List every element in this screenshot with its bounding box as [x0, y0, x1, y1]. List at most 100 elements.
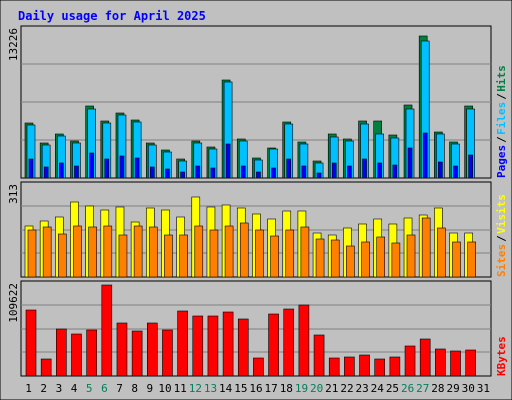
day-label-27: 27: [416, 382, 429, 395]
day-label-30: 30: [462, 382, 475, 395]
bar-sites-day-22: [346, 245, 355, 278]
day-label-12: 12: [189, 382, 202, 395]
bar-pages-day-29: [453, 165, 458, 179]
bar-kbytes-day-27: [419, 338, 431, 377]
panel-right-legend: Pages/Files/Hits: [495, 65, 508, 178]
bar-pages-day-6: [104, 158, 110, 179]
legend-label-kbytes: KBytes: [495, 336, 508, 376]
bar-sites-day-13: [209, 229, 219, 278]
bar-pages-day-14: [225, 143, 231, 179]
bar-kbytes-day-30: [465, 349, 476, 377]
day-label-20: 20: [310, 382, 323, 395]
bar-sites-day-24: [376, 236, 386, 278]
bar-sites-day-28: [437, 227, 446, 278]
bar-kbytes-day-11: [177, 310, 188, 377]
day-label-2: 2: [40, 382, 47, 395]
day-label-18: 18: [280, 382, 293, 395]
day-label-15: 15: [234, 382, 247, 395]
legend-label-hits: Hits: [495, 65, 508, 92]
day-label-1: 1: [25, 382, 32, 395]
bar-sites-day-21: [330, 239, 340, 278]
bar-sites-day-1: [27, 229, 37, 278]
bar-pages-day-15: [240, 165, 246, 179]
bar-sites-day-16: [255, 229, 264, 278]
bar-sites-day-3: [58, 233, 67, 278]
bar-kbytes-day-9: [146, 322, 158, 377]
series-pages: [28, 132, 473, 179]
bar-pages-day-3: [59, 162, 64, 179]
bar-sites-day-6: [103, 225, 113, 278]
day-label-6: 6: [101, 382, 108, 395]
series-kbytes: [25, 284, 476, 377]
bar-pages-day-4: [74, 165, 79, 179]
bar-kbytes-day-24: [374, 358, 386, 377]
day-label-19: 19: [295, 382, 308, 395]
bar-kbytes-day-29: [450, 350, 461, 377]
bar-pages-day-21: [331, 162, 337, 179]
panel-max-label: 13226: [7, 28, 20, 61]
day-label-21: 21: [325, 382, 338, 395]
day-label-25: 25: [386, 382, 399, 395]
bar-sites-day-19: [300, 226, 310, 278]
bar-kbytes-day-6: [101, 284, 113, 377]
bar-pages-day-24: [377, 162, 383, 179]
day-label-28: 28: [431, 382, 444, 395]
bar-kbytes-day-3: [56, 328, 67, 377]
bar-kbytes-day-22: [344, 356, 355, 377]
bar-sites-day-18: [285, 229, 295, 278]
bar-kbytes-day-18: [283, 308, 295, 377]
bar-kbytes-day-19: [298, 304, 310, 377]
day-label-22: 22: [340, 382, 353, 395]
bar-kbytes-day-1: [25, 309, 37, 377]
bar-sites-day-11: [179, 234, 188, 278]
legend-label-pages: Pages: [495, 145, 508, 178]
chart-title: Daily usage for April 2025: [18, 9, 206, 23]
bar-pages-day-19: [301, 165, 307, 179]
day-label-31: 31: [477, 382, 490, 395]
bar-kbytes-day-13: [207, 315, 219, 377]
bar-pages-day-23: [362, 158, 367, 179]
bar-kbytes-day-16: [253, 357, 264, 377]
bar-sites-day-23: [361, 241, 370, 278]
bar-sites-day-20: [315, 238, 325, 278]
panel-right-legend: KBytes: [495, 336, 508, 376]
bar-sites-day-27: [421, 217, 431, 278]
bar-pages-day-8: [134, 157, 140, 179]
legend-label-visits: Visits: [495, 194, 508, 234]
bar-sites-day-14: [224, 225, 234, 278]
x-axis-day-labels: 1 2 3 4 5 6 7 8 9 10 11 12 13 14 15 16 17 18 19 20 21 22 23 24 2…: [25, 382, 490, 395]
bar-kbytes-day-21: [328, 357, 340, 377]
series-files: [26, 40, 475, 179]
legend-separator: /: [495, 235, 508, 242]
bar-kbytes-day-14: [222, 311, 234, 377]
bar-sites-day-2: [42, 226, 52, 278]
bar-kbytes-day-8: [131, 330, 143, 377]
day-label-23: 23: [356, 382, 369, 395]
day-label-3: 3: [56, 382, 63, 395]
bar-kbytes-day-7: [116, 322, 128, 377]
bar-pages-day-30: [468, 154, 473, 179]
bar-kbytes-day-15: [237, 318, 249, 377]
bar-kbytes-day-2: [40, 358, 52, 377]
day-label-26: 26: [401, 382, 414, 395]
series-sites: [27, 217, 476, 278]
bar-sites-day-12: [194, 225, 204, 278]
bar-pages-day-27: [422, 132, 428, 179]
bar-pages-day-12: [195, 165, 201, 179]
bar-sites-day-26: [406, 234, 416, 278]
legend-separator: /: [495, 93, 508, 100]
legend-separator: /: [495, 136, 508, 143]
bar-sites-day-9: [148, 226, 158, 278]
day-label-16: 16: [249, 382, 262, 395]
bar-kbytes-day-20: [313, 334, 325, 377]
bar-sites-day-17: [270, 235, 279, 278]
bar-sites-day-29: [452, 241, 461, 278]
day-label-5: 5: [86, 382, 93, 395]
bar-kbytes-day-25: [389, 356, 401, 377]
day-label-13: 13: [204, 382, 217, 395]
bar-pages-day-20: [316, 172, 322, 179]
bar-pages-day-25: [392, 164, 398, 179]
day-label-9: 9: [147, 382, 154, 395]
bar-sites-day-15: [239, 222, 249, 278]
